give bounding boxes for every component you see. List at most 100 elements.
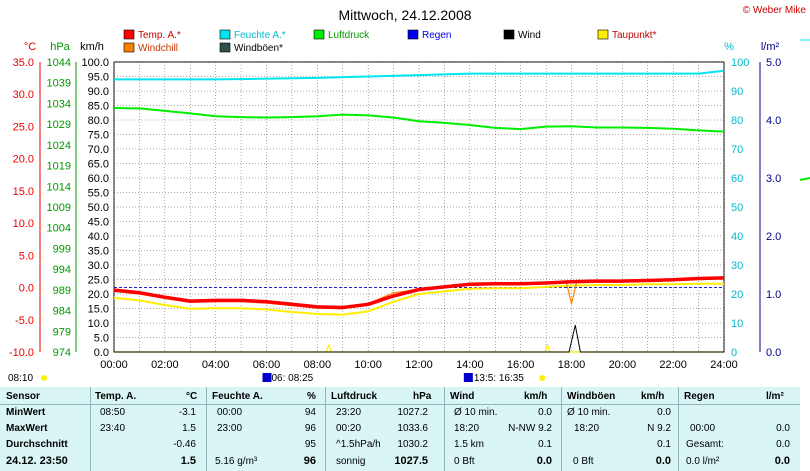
wind-tick-label: 50.0 bbox=[88, 202, 109, 214]
humidity-tick-label: 100 bbox=[731, 57, 749, 69]
legend-swatch bbox=[219, 42, 231, 53]
sun-time-label: 08:10 bbox=[8, 373, 33, 384]
humidity-current: 96 bbox=[303, 455, 316, 467]
legend-swatch bbox=[503, 29, 515, 40]
wind-bft: 0 Bft bbox=[454, 456, 475, 467]
x-tick-label: 02:00 bbox=[151, 359, 179, 371]
rain-tick-label: 4.0 bbox=[766, 115, 781, 127]
rain-value: 0.0 bbox=[776, 423, 790, 434]
temp-tick-label: 10.0 bbox=[13, 218, 34, 230]
header-rain-unit: l/m² bbox=[766, 391, 784, 402]
pressure-avg-value: 1030.2 bbox=[397, 439, 428, 450]
pressure-trend: ^1.5hPa/h bbox=[336, 439, 381, 450]
header-pressure: Luftdruck bbox=[331, 391, 378, 402]
current-timestamp: 24.12. 23:50 bbox=[6, 455, 68, 467]
pressure-tick-label: 989 bbox=[53, 285, 71, 297]
legend-label: Taupunkt* bbox=[612, 30, 657, 41]
legend-label: Regen bbox=[422, 30, 451, 41]
wind-tick-label: 30.0 bbox=[88, 260, 109, 272]
pressure-current: 1027.5 bbox=[394, 455, 428, 467]
temp-tick-label: 20.0 bbox=[13, 154, 34, 166]
wind-tick-label: 45.0 bbox=[88, 217, 109, 229]
legend-swatch bbox=[313, 29, 325, 40]
humidity-tick-label: 40 bbox=[731, 231, 743, 243]
wind-current: 0.0 bbox=[536, 455, 552, 467]
temp-axis-unit: °C bbox=[24, 41, 36, 53]
x-tick-label: 20:00 bbox=[609, 359, 637, 371]
wind-tick-label: 55.0 bbox=[88, 188, 109, 200]
weather-forecast: sonnig bbox=[336, 456, 366, 467]
stats-col-divider bbox=[206, 387, 207, 471]
row-label: MinWert bbox=[6, 407, 46, 418]
x-tick-label: 12:00 bbox=[405, 359, 433, 371]
wind-tick-label: 100.0 bbox=[81, 57, 109, 69]
wind-tick-label: 10.0 bbox=[88, 318, 109, 330]
pressure-tick-label: 1029 bbox=[47, 119, 71, 131]
stats-panel: Sensor Temp. A. °C Feuchte A. % Luftdruc… bbox=[0, 387, 800, 471]
rain-tick-label: 0.0 bbox=[766, 347, 781, 359]
wind-tick-label: 0.0 bbox=[94, 347, 109, 359]
legend-label: Windchill bbox=[138, 43, 178, 54]
pressure-tick-label: 984 bbox=[53, 306, 71, 318]
temp-current: 1.5 bbox=[180, 455, 196, 467]
weather-chart: Mittwoch, 24.12.2008 © Weber Mike Temp. A.… bbox=[8, 5, 810, 384]
x-tick-label: 06:00 bbox=[253, 359, 281, 371]
humidity-max-value: 96 bbox=[304, 423, 316, 434]
copyright-text: © Weber Mike bbox=[743, 5, 807, 16]
wind-tick-label: 95.0 bbox=[88, 72, 109, 84]
edge-strip bbox=[799, 177, 810, 181]
x-tick-label: 04:00 bbox=[202, 359, 230, 371]
pressure-tick-label: 1044 bbox=[47, 57, 71, 69]
humidity-tick-label: 80 bbox=[731, 115, 743, 127]
stats-col-divider bbox=[561, 387, 562, 471]
gust-bft: 0 Bft bbox=[573, 456, 594, 467]
wind-line bbox=[114, 324, 724, 353]
rain-today: 0.0 l/m² bbox=[686, 456, 720, 467]
sunrise-label: 06: 08:25 bbox=[272, 373, 314, 384]
humidity-tick-label: 20 bbox=[731, 289, 743, 301]
pressure-tick-label: 999 bbox=[53, 243, 71, 255]
x-tick-label: 24:00 bbox=[710, 359, 738, 371]
humidity-tick-label: 50 bbox=[731, 202, 743, 214]
x-tick-label: 14:00 bbox=[456, 359, 484, 371]
sun-icon bbox=[41, 375, 47, 381]
pressure-tick-label: 1009 bbox=[47, 202, 71, 214]
stats-col-divider bbox=[90, 387, 91, 471]
pressure-tick-label: 1034 bbox=[47, 98, 71, 110]
rain-current: 0.0 bbox=[774, 455, 790, 467]
header-sensor: Sensor bbox=[6, 391, 40, 402]
temp-tick-label: 30.0 bbox=[13, 89, 34, 101]
legend-label: Windböen* bbox=[234, 43, 283, 54]
legend-label: Feuchte A.* bbox=[234, 30, 286, 41]
legend-swatch bbox=[219, 29, 231, 40]
temp-tick-label: -10.0 bbox=[9, 347, 34, 359]
wind-tick-label: 80.0 bbox=[88, 115, 109, 127]
header-gust: Windböen bbox=[567, 391, 616, 402]
humidity-tick-label: 70 bbox=[731, 144, 743, 156]
pressure-tick-label: 1024 bbox=[47, 140, 71, 152]
wind-axis-unit: km/h bbox=[80, 41, 104, 53]
x-tick-label: 08:00 bbox=[304, 359, 332, 371]
legend-swatch bbox=[123, 42, 135, 53]
humidity-max-time: 23:00 bbox=[217, 423, 243, 434]
temp-max-time: 23:40 bbox=[100, 423, 126, 434]
humidity-tick-label: 90 bbox=[731, 86, 743, 98]
pressure-tick-label: 1004 bbox=[47, 223, 71, 235]
abs-humidity: 5.16 g/m³ bbox=[215, 456, 258, 467]
pressure-tick-label: 994 bbox=[53, 264, 71, 276]
sunset-label: 13:5: 16:35 bbox=[474, 373, 524, 384]
pressure-line bbox=[113, 107, 725, 133]
pressure-tick-label: 1019 bbox=[47, 161, 71, 173]
pressure-min-time: 23:20 bbox=[336, 407, 362, 418]
header-humidity-unit: % bbox=[307, 391, 316, 402]
legend-label: Temp. A.* bbox=[138, 30, 181, 41]
stats-col-divider bbox=[325, 387, 326, 471]
gust-avg-value: 0.0 bbox=[657, 407, 671, 418]
wind-tick-label: 35.0 bbox=[88, 246, 109, 258]
rain-total-value: 0.0 bbox=[776, 439, 790, 450]
humidity-tick-label: 0 bbox=[731, 347, 737, 359]
pressure-min-value: 1027.2 bbox=[397, 407, 428, 418]
rain-tick-label: 3.0 bbox=[766, 173, 781, 185]
row-label: Durchschnitt bbox=[6, 439, 68, 450]
